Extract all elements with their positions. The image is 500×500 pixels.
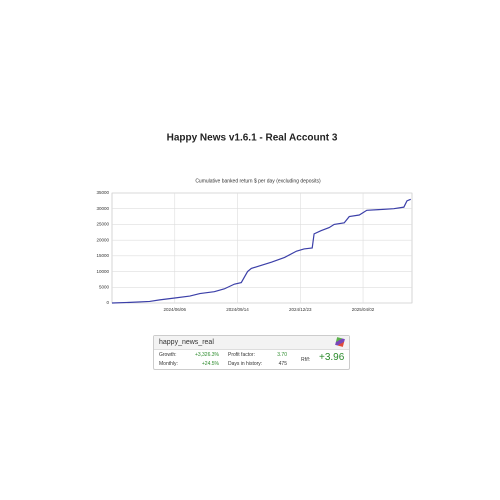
x-tick-label: 2024/06/06 — [163, 307, 186, 312]
stats-box: happy_news_real Growth: +3,326.3% Profit… — [153, 335, 350, 370]
x-tick-label: 2025/04/02 — [352, 307, 375, 312]
y-tick-label: 0 — [106, 300, 109, 305]
y-tick-label: 25000 — [96, 222, 109, 227]
y-tick-label: 15000 — [96, 253, 109, 258]
stats-header: happy_news_real — [154, 336, 349, 350]
stat-label: Growth: — [159, 352, 177, 358]
y-tick-label: 5000 — [99, 284, 110, 289]
stat-value: +3,326.3% — [194, 352, 219, 358]
x-tick-label: 2024/12/23 — [289, 307, 312, 312]
chart-title: Cumulative banked return $ per day (excl… — [195, 178, 321, 184]
x-tick-label: 2024/09/14 — [226, 307, 249, 312]
stat-value: 3.70 — [277, 352, 287, 358]
y-tick-label: 10000 — [96, 269, 109, 274]
rf-label: Rf/f: — [301, 357, 311, 363]
line — [111, 198, 411, 304]
y-tick-label: 35000 — [96, 190, 109, 195]
y-tick-label: 30000 — [96, 206, 109, 211]
stat-label: Monthly: — [159, 361, 178, 367]
account-name[interactable]: happy_news_real — [159, 339, 214, 346]
icon — [335, 337, 345, 347]
stat-value: 475 — [278, 361, 287, 367]
stat-value: +24.5% — [201, 361, 219, 367]
plot-area — [111, 192, 413, 304]
page-title: Happy News v1.6.1 - Real Account 3 — [167, 133, 338, 144]
y-tick-label: 20000 — [96, 237, 109, 242]
stat-label: Days in history: — [228, 361, 263, 367]
chart: Happy News v1.6.1 - Real Account 3 Cumul… — [96, 133, 413, 312]
stat-label: Profit factor: — [228, 352, 255, 358]
rf-value: +3.96 — [319, 352, 345, 363]
